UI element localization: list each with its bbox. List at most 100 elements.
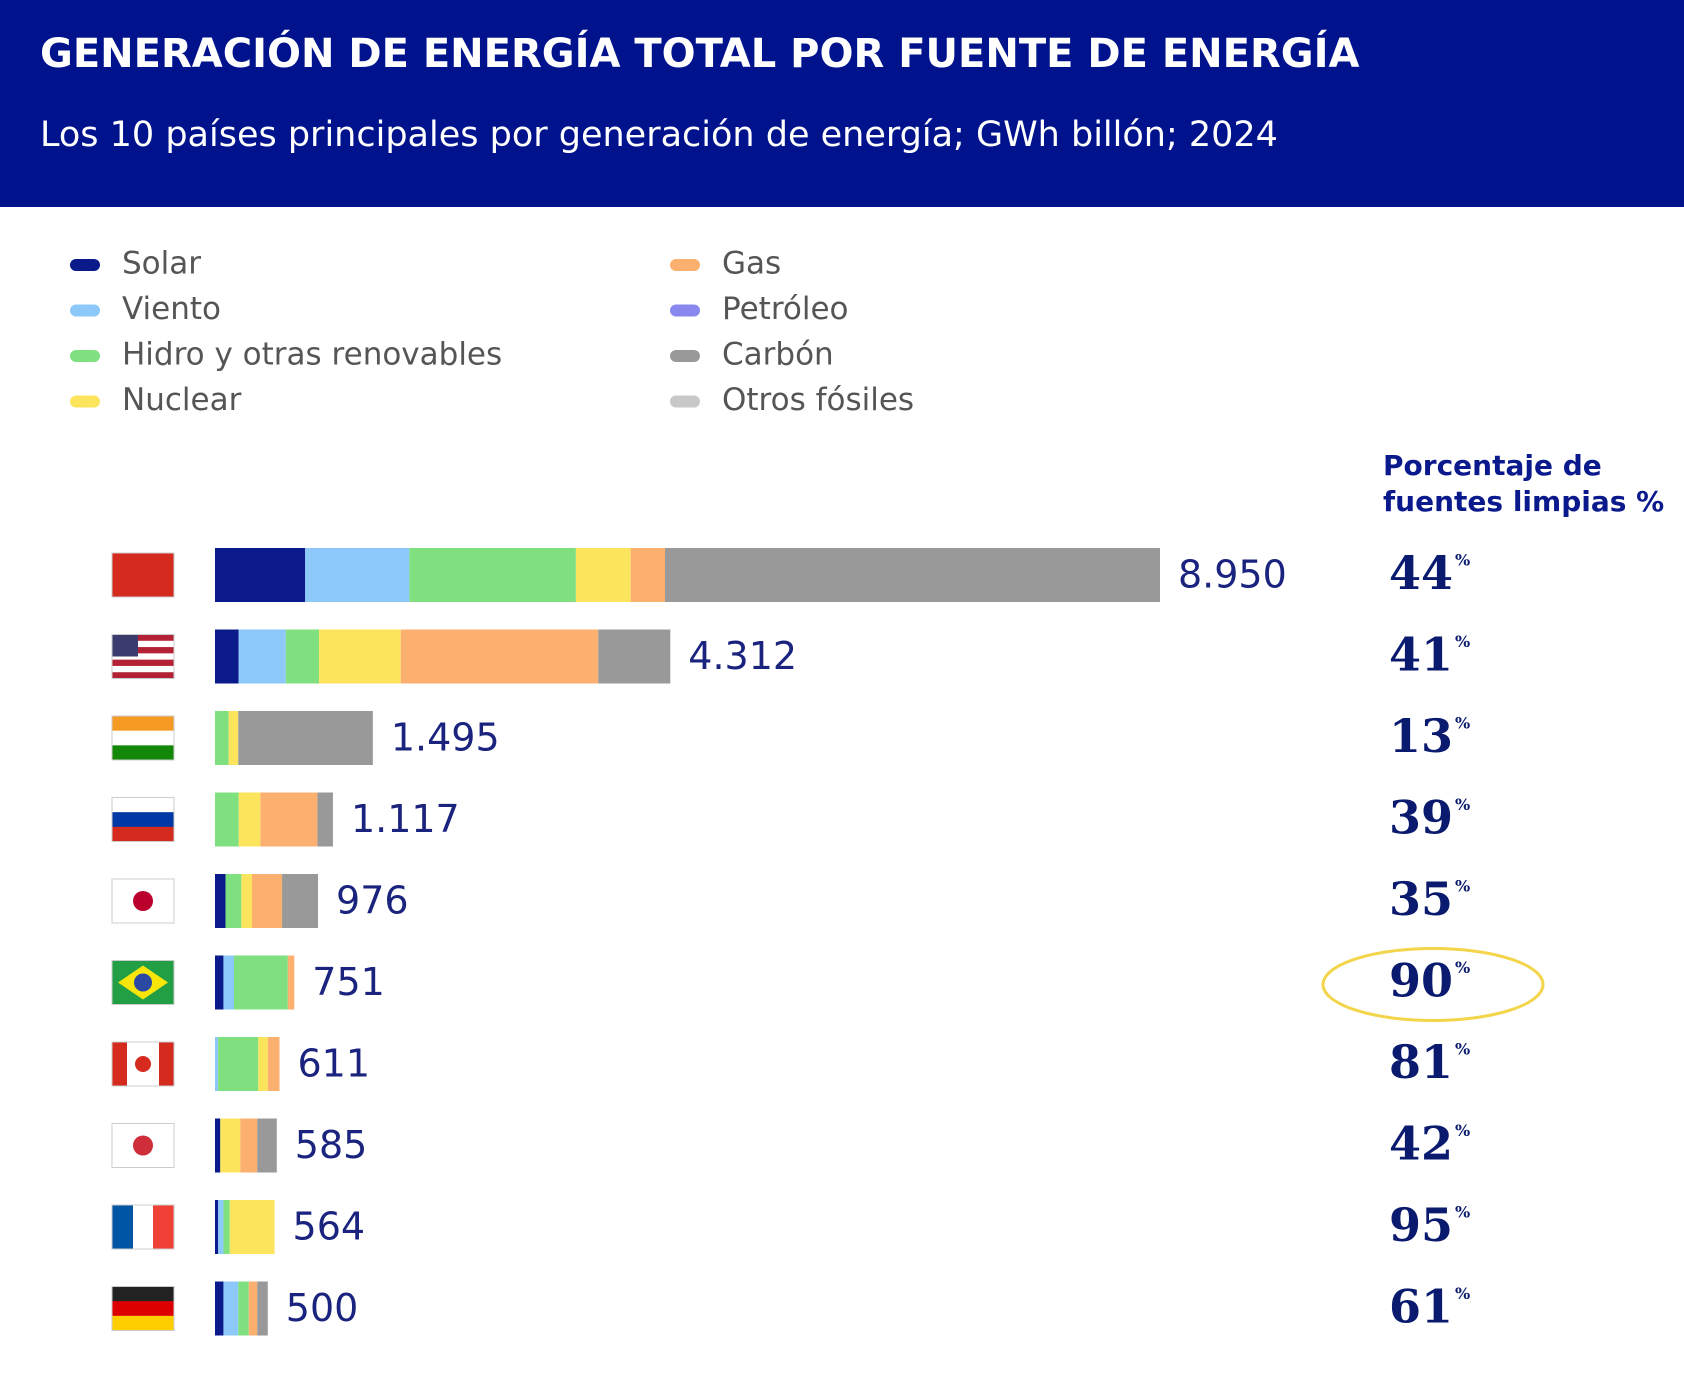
flag-stripe bbox=[112, 745, 174, 761]
bar-segment bbox=[238, 629, 286, 684]
bar-segment bbox=[257, 1281, 268, 1336]
flag bbox=[111, 960, 175, 1005]
flag-stripe bbox=[112, 1315, 174, 1331]
clean-share-unit: % bbox=[1455, 1121, 1470, 1140]
bar-segment bbox=[215, 1118, 221, 1173]
bar-segment bbox=[260, 792, 318, 847]
clean-share-value: 42 bbox=[1389, 1117, 1453, 1171]
clean-share-value: 95 bbox=[1389, 1198, 1453, 1252]
flag-border bbox=[111, 1041, 175, 1087]
flag bbox=[111, 1123, 175, 1168]
flag-border bbox=[111, 960, 175, 1005]
legend-marker bbox=[670, 304, 700, 317]
flag-border bbox=[111, 878, 175, 924]
bar-segment bbox=[215, 874, 226, 928]
flag-stripe bbox=[112, 1301, 174, 1317]
bar-segment bbox=[218, 1200, 224, 1254]
header bbox=[0, 0, 1684, 207]
flag-stripe bbox=[112, 665, 174, 673]
legend-label: Petróleo bbox=[722, 291, 849, 327]
bar-segment bbox=[251, 874, 283, 928]
clean-share-unit: % bbox=[1455, 551, 1470, 570]
bar-segment bbox=[234, 955, 288, 1010]
flag-disc bbox=[133, 891, 153, 911]
flag-stripe bbox=[112, 797, 174, 813]
bar-segment bbox=[238, 1281, 249, 1336]
bar-segment bbox=[257, 1118, 277, 1173]
bar-segment bbox=[229, 1200, 275, 1254]
flag bbox=[111, 634, 175, 679]
total-label: 8.950 bbox=[1178, 553, 1287, 597]
flag-stripe bbox=[112, 826, 174, 842]
legend-label: Gas bbox=[722, 246, 781, 282]
flag-border bbox=[111, 1204, 175, 1250]
bar-segment bbox=[238, 711, 373, 765]
flag-border bbox=[111, 1286, 175, 1331]
bar-segment bbox=[400, 629, 599, 684]
clean-share-value: 13 bbox=[1389, 709, 1453, 763]
flag-band bbox=[153, 1205, 174, 1249]
bar-segment bbox=[215, 711, 229, 765]
flag-canton bbox=[112, 634, 138, 657]
clean-share-value: 41 bbox=[1389, 628, 1453, 682]
flag-stripe bbox=[112, 659, 174, 667]
flag-globe bbox=[134, 973, 152, 992]
bar-segment bbox=[215, 1037, 219, 1091]
legend-label: Hidro y otras renovables bbox=[122, 337, 502, 373]
flag bbox=[111, 797, 175, 842]
flag bbox=[111, 552, 175, 598]
clean-share-unit: % bbox=[1455, 958, 1470, 977]
bar-segment bbox=[241, 874, 252, 928]
flag-taeguk bbox=[133, 1135, 153, 1156]
total-label: 564 bbox=[293, 1205, 366, 1249]
flag-border bbox=[111, 552, 175, 598]
bar-segment bbox=[258, 1037, 268, 1091]
clean-share-value: 81 bbox=[1389, 1035, 1453, 1089]
bar-segment bbox=[215, 1200, 219, 1254]
flag-band bbox=[159, 1042, 174, 1086]
flag-stripe bbox=[112, 716, 174, 732]
bar-segment bbox=[665, 548, 1160, 602]
bar-segment bbox=[215, 955, 224, 1010]
legend-label: Solar bbox=[122, 246, 201, 282]
clean-share-unit: % bbox=[1455, 795, 1470, 814]
clean-share-unit: % bbox=[1455, 632, 1470, 651]
clean-share-value: 44 bbox=[1389, 546, 1453, 600]
flag-stripe bbox=[112, 553, 174, 598]
flag-stripe bbox=[112, 634, 174, 642]
legend-label: Otros fósiles bbox=[722, 382, 914, 418]
bar-segment bbox=[267, 1037, 280, 1091]
chart-title: GENERACIÓN DE ENERGÍA TOTAL POR FUENTE D… bbox=[40, 29, 1359, 77]
bar-segment bbox=[215, 1281, 224, 1336]
bar-segment bbox=[223, 1200, 230, 1254]
flag bbox=[111, 878, 175, 924]
total-label: 585 bbox=[295, 1123, 368, 1167]
total-label: 1.495 bbox=[391, 716, 500, 760]
total-label: 4.312 bbox=[688, 634, 797, 678]
bar-segment bbox=[282, 874, 319, 928]
total-label: 1.117 bbox=[351, 797, 460, 841]
flag-stripe bbox=[112, 672, 174, 679]
flag-border bbox=[111, 797, 175, 842]
flag bbox=[111, 1041, 175, 1087]
bar-segment bbox=[215, 548, 306, 602]
clean-share-unit: % bbox=[1455, 1040, 1470, 1059]
flag bbox=[111, 715, 175, 761]
bar-segment bbox=[218, 1037, 259, 1091]
flag-stripe bbox=[112, 640, 174, 648]
clean-share-unit: % bbox=[1455, 1284, 1470, 1303]
clean-share-unit: % bbox=[1455, 714, 1470, 733]
legend-marker bbox=[70, 395, 100, 408]
clean-share-value: 61 bbox=[1389, 1280, 1453, 1334]
legend-marker bbox=[70, 350, 100, 362]
bar-segment bbox=[225, 874, 242, 928]
bar-segment bbox=[409, 548, 576, 602]
flag bbox=[111, 1286, 175, 1331]
legend-marker bbox=[70, 304, 100, 317]
bar-segment bbox=[238, 792, 261, 847]
legend-marker bbox=[670, 350, 700, 362]
legend-marker bbox=[70, 259, 100, 271]
bar-segment bbox=[248, 1281, 258, 1336]
